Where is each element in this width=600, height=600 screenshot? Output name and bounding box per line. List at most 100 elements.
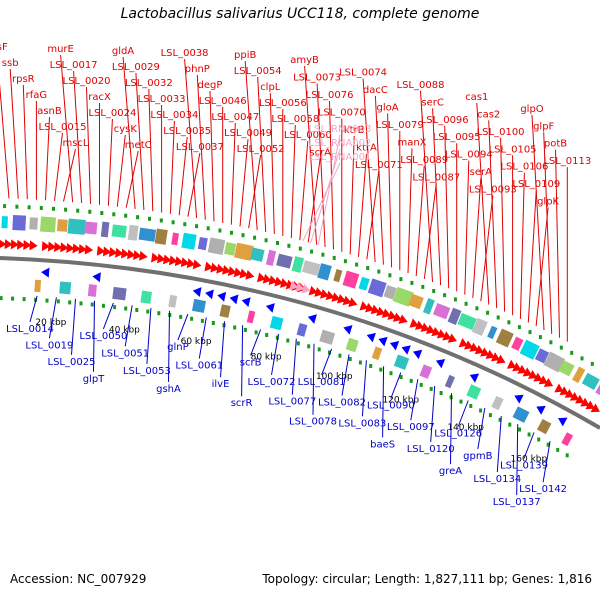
forward-gene-arrow [554, 383, 564, 393]
forward-gene-arrow [4, 239, 13, 250]
reverse-gene-arrow [217, 291, 227, 302]
feature-block [171, 232, 180, 246]
forward-gene-arrow [23, 239, 32, 250]
forward-gene-label: LSL_0056 [259, 98, 307, 109]
forward-gene-arrow [376, 306, 386, 317]
reverse-label-line [312, 343, 315, 415]
forward-gene-arrow [370, 304, 380, 315]
forward-label-line [387, 113, 393, 268]
reverse-gene-arrow [229, 294, 239, 305]
reverse-label-line [124, 305, 133, 347]
kbp-marker-label: 60 kbp [181, 337, 212, 347]
feature-block [276, 253, 293, 269]
reverse-gene-label: LSL_0090 [367, 401, 415, 412]
forward-gene-label: glpO [520, 104, 543, 115]
tick-mark-inner [146, 309, 150, 314]
forward-label-line [420, 90, 433, 283]
tick-mark-outer [218, 228, 222, 233]
feature-block-inner [319, 329, 336, 345]
forward-label-line [0, 83, 10, 199]
feature-block [495, 328, 514, 348]
gene-labels: rpsF ssb rpsR rfaG asnB LSL_0015 mscL murE LSL_0… [0, 42, 591, 508]
forward-gene-arrow [490, 352, 501, 362]
tick-mark-inner [338, 353, 342, 358]
forward-gene-arrow [29, 240, 38, 251]
feature-block [572, 366, 586, 384]
tick-mark-inner [409, 378, 413, 383]
reverse-gene-label: LSL_0051 [101, 348, 149, 359]
forward-gene-label: gldA [112, 46, 134, 57]
tick-mark-outer [366, 266, 370, 270]
topology-label: Topology: circular; Length: 1,827,111 bp… [262, 572, 592, 586]
forward-gene-arrow [365, 302, 375, 313]
reverse-gene-arrow [192, 287, 202, 297]
forward-label-line [444, 125, 450, 289]
tick-mark-inner [307, 344, 311, 349]
forward-gene-arrow [331, 292, 341, 302]
feature-block-inner [246, 310, 256, 324]
tick-mark-outer [241, 233, 245, 238]
reverse-gene-label: glnP [167, 342, 189, 353]
forward-label-line [464, 160, 470, 295]
forward-gene-label: LSL_0070 [318, 108, 366, 119]
reverse-label-line [29, 295, 38, 323]
forward-label-line [45, 116, 50, 201]
tick-mark-outer [507, 320, 511, 325]
forward-gene-arrow [108, 247, 118, 258]
rna-label-line [310, 148, 341, 244]
forward-gene-arrow [420, 322, 430, 332]
feature-block-inner [34, 279, 42, 293]
tick-mark-inner [211, 321, 215, 325]
forward-gene-label: ktrA [356, 143, 377, 154]
tick-mark-inner [11, 296, 15, 301]
forward-label-line [184, 58, 198, 219]
forward-gene-label: manX [397, 137, 426, 148]
tick-mark-inner [243, 327, 247, 332]
forward-label-line [135, 72, 145, 211]
forward-label-line [169, 120, 175, 214]
forward-gene-label: LSL_0105 [489, 144, 537, 155]
forward-gene-arrow [168, 255, 178, 266]
tick-mark-outer [421, 284, 425, 289]
tick-mark-outer [124, 213, 128, 218]
forward-gene-arrow [78, 244, 87, 255]
reverse-label-line [523, 432, 535, 459]
forward-gene-label: racX [88, 92, 111, 103]
reverse-gene-label: LSL_0019 [25, 340, 73, 351]
tick-mark-outer [148, 216, 151, 221]
forward-gene-arrow [239, 268, 249, 279]
tick-mark-outer [496, 315, 500, 320]
map-title: Lactobacillus salivarius UCC118, complet… [120, 6, 480, 22]
forward-gene-label: serC [421, 97, 443, 108]
tick-mark-inner [296, 341, 300, 346]
reverse-gene-arrow [307, 314, 317, 324]
kbp-marker-label: 140 kbp [447, 423, 484, 433]
tick-mark-inner [429, 386, 433, 391]
forward-gene-label: LSL_0029 [112, 62, 160, 73]
forward-gene-arrow [512, 362, 522, 372]
tick-marks [0, 204, 594, 458]
reverse-label-line [361, 360, 367, 417]
tick-mark-outer [206, 226, 210, 231]
tick-mark-outer [475, 306, 479, 311]
tick-mark-inner [135, 308, 139, 312]
feature-block-inner [345, 337, 359, 353]
reverse-label-line [496, 415, 502, 473]
tick-mark-outer [253, 235, 257, 240]
tick-mark-inner [179, 314, 183, 319]
forward-gene-arrow [463, 340, 474, 350]
forward-gene-arrow [574, 394, 585, 404]
forward-gene-label: LSL_0024 [88, 108, 136, 119]
forward-gene-arrow [102, 246, 112, 257]
forward-label-line [257, 76, 267, 233]
forward-label-line [299, 140, 309, 241]
reverse-gene-arrow [435, 358, 446, 369]
tick-mark-outer [443, 293, 447, 298]
forward-gene-arrow [409, 318, 419, 328]
forward-label-line [86, 86, 91, 204]
tick-mark-inner [317, 347, 321, 352]
forward-gene-arrow [522, 367, 533, 377]
reverse-gene-label: LSL_0142 [519, 484, 567, 495]
forward-label-line [543, 132, 553, 334]
forward-gene-arrow [204, 261, 214, 272]
